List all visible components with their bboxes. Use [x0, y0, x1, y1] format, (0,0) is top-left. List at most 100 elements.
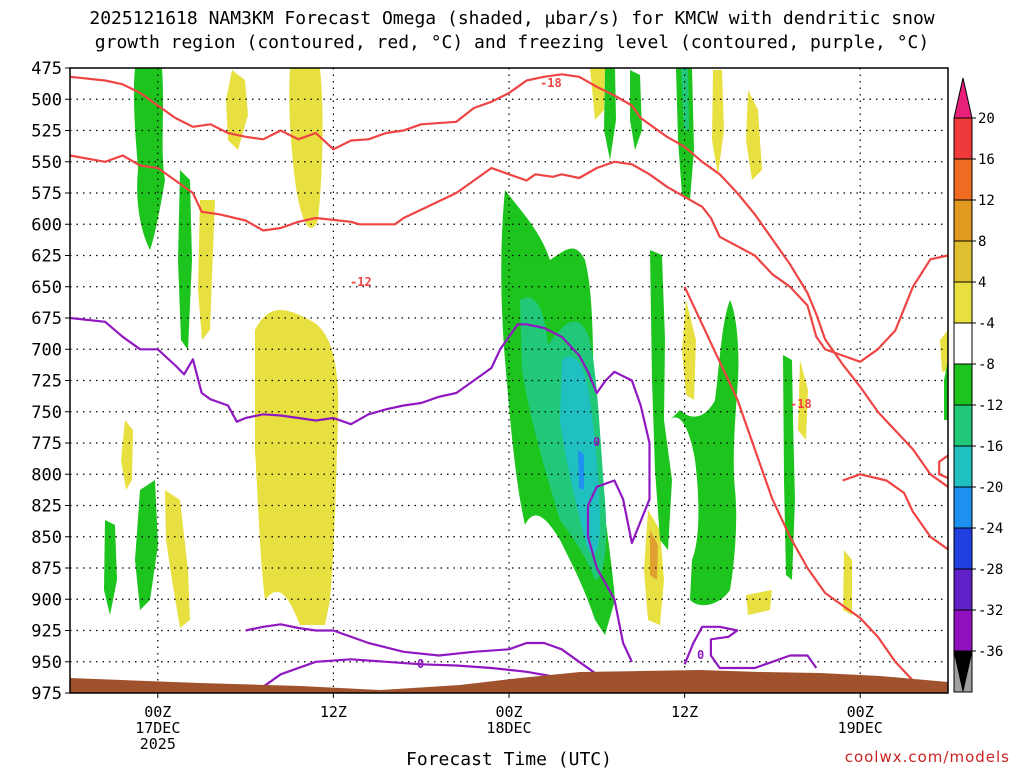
colorbar-label: 12 — [978, 193, 995, 209]
omega-region-green-7 — [670, 300, 739, 606]
contour-line-3 — [938, 454, 949, 480]
chart-title-line2: growth region (contoured, red, °C) and f… — [95, 32, 929, 53]
omega-region-yellow-13 — [746, 90, 762, 180]
contour-line-2 — [69, 73, 949, 488]
colorbar-swatch — [953, 281, 973, 324]
colorbar-swatch — [953, 445, 973, 488]
y-tick-label: 925 — [31, 622, 62, 642]
x-tick-label: 12Z — [671, 703, 698, 721]
omega-region-green-12 — [944, 360, 948, 420]
x-tick-label: 18DEC — [486, 719, 531, 737]
colorbar-label: -28 — [978, 562, 1003, 578]
omega-region-yellow-14 — [590, 68, 605, 120]
y-tick-label: 900 — [31, 590, 62, 610]
colorbar-bottom-triangle — [953, 650, 973, 692]
colorbar-swatch — [953, 404, 973, 447]
contour-line-8 — [683, 625, 818, 670]
y-tick-label: 575 — [31, 184, 62, 204]
colorbar-label: -36 — [978, 644, 1003, 660]
terrain-ground — [70, 670, 948, 693]
omega-region-yellow-8 — [712, 70, 724, 175]
colorbar: 20 16 12 8 4 -4 -8 -12 -16 -20 -24 -28 -32 -36 — [953, 77, 1003, 693]
y-tick-label: 675 — [31, 309, 62, 329]
colorbar-swatch — [953, 527, 973, 570]
colorbar-label: 20 — [978, 111, 995, 127]
omega-region-green-2 — [178, 170, 192, 350]
colorbar-label: -16 — [978, 439, 1003, 455]
red-contour-label-3: -18 — [790, 397, 812, 411]
colorbar-swatch — [953, 486, 973, 529]
purple-contour-label-1: 0 — [593, 435, 600, 449]
contour-line-6 — [69, 316, 651, 663]
colorbar-swatch — [953, 568, 973, 611]
y-tick-label: 750 — [31, 403, 62, 423]
y-tick-label: 625 — [31, 247, 62, 267]
y-tick-label: 775 — [31, 434, 62, 454]
purple-contour-label-3: 0 — [697, 648, 704, 662]
y-tick-label: 850 — [31, 528, 62, 548]
omega-region-yellow-3 — [198, 200, 215, 340]
x-tick-label: 12Z — [320, 703, 347, 721]
omega-region-yellow-9 — [746, 590, 772, 615]
colorbar-top-triangle — [953, 77, 973, 119]
y-tick-label: 875 — [31, 559, 62, 579]
x-tick-label: 00Z — [495, 703, 522, 721]
omega-region-blue-1 — [578, 450, 584, 490]
grid-lines — [70, 68, 948, 693]
colorbar-label: 16 — [978, 152, 995, 168]
y-tick-label: 800 — [31, 465, 62, 485]
colorbar-swatch — [953, 322, 973, 365]
omega-region-yellow-11 — [843, 550, 852, 615]
contour-series — [69, 73, 949, 688]
x-tick-label: 2025 — [140, 735, 176, 753]
colorbar-label: 4 — [978, 275, 986, 291]
plot-area: -18 -12 -18 0 0 0 — [69, 67, 949, 694]
contour-line-1 — [69, 154, 949, 363]
colorbar-label: 8 — [978, 234, 986, 250]
colorbar-label: -32 — [978, 603, 1003, 619]
colorbar-label: -20 — [978, 480, 1003, 496]
purple-contour-label-2: 0 — [417, 657, 424, 671]
red-contour-label-2: -12 — [350, 275, 372, 289]
omega-region-yellow-12 — [682, 300, 696, 400]
omega-region-green-3 — [135, 480, 158, 610]
omega-region-yellow-15 — [940, 330, 948, 372]
y-tick-label: 725 — [31, 372, 62, 392]
y-tick-label: 700 — [31, 340, 62, 360]
colorbar-swatch — [953, 240, 973, 283]
x-tick-label: 00Z — [144, 703, 171, 721]
colorbar-label: -4 — [978, 316, 995, 332]
contour-line-7 — [245, 623, 598, 688]
y-tick-label: 950 — [31, 653, 62, 673]
omega-region-green-6 — [650, 250, 672, 550]
x-tick-label: 17DEC — [135, 719, 180, 737]
y-tick-label: 500 — [31, 90, 62, 110]
y-axis: 475 500 525 550 575 600 625 650 675 700 725 750 775 8… — [31, 59, 70, 704]
y-tick-label: 550 — [31, 153, 62, 173]
colorbar-label: -24 — [978, 521, 1003, 537]
x-tick-label: 19DEC — [838, 719, 883, 737]
omega-region-yellow-2 — [289, 68, 323, 228]
colorbar-label: -12 — [978, 398, 1003, 414]
contour-line-4 — [683, 286, 914, 682]
credit-text: coolwx.com/models — [845, 748, 1010, 766]
y-tick-label: 600 — [31, 215, 62, 235]
x-axis-label: Forecast Time (UTC) — [406, 749, 612, 768]
colorbar-swatch — [953, 158, 973, 201]
contour-labels: -18 -12 -18 0 0 0 — [350, 76, 812, 671]
omega-region-yellow-5 — [165, 490, 190, 628]
y-tick-label: 975 — [31, 684, 62, 704]
colorbar-swatch — [953, 199, 973, 242]
contour-line-5 — [842, 473, 949, 551]
red-contour-label-1: -18 — [540, 76, 562, 90]
omega-region-yellow-1 — [255, 310, 339, 625]
y-tick-label: 825 — [31, 497, 62, 517]
chart-title-line1: 2025121618 NAM3KM Forecast Omega (shaded… — [89, 8, 934, 29]
colorbar-swatch — [953, 117, 973, 160]
colorbar-swatch — [953, 363, 973, 406]
omega-region-yellow-10 — [798, 360, 808, 440]
x-tick-label: 00Z — [847, 703, 874, 721]
colorbar-label: -8 — [978, 357, 995, 373]
